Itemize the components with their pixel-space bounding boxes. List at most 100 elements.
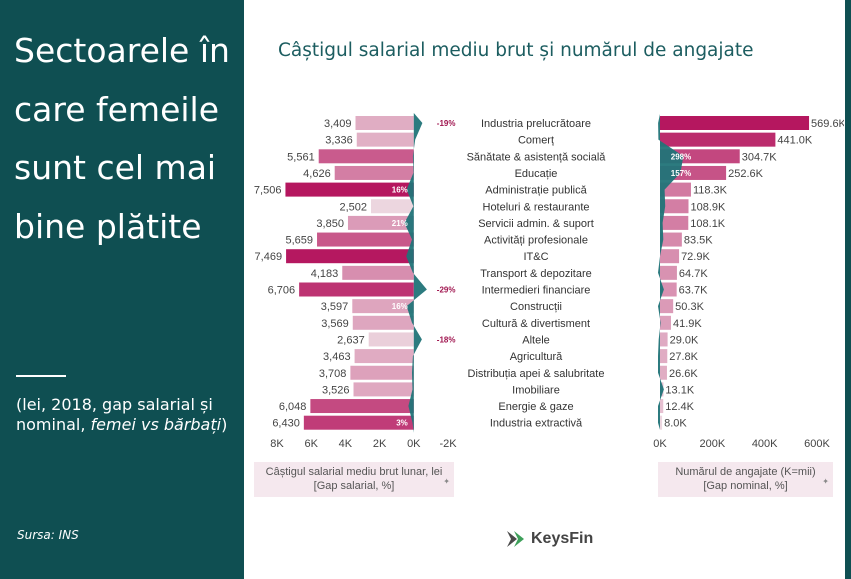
employees-axis-tick: 200K — [699, 438, 725, 450]
salary-value-label: 4,183 — [311, 268, 339, 280]
employees-value-label: 441.0K — [777, 135, 813, 147]
salary-value-label: 6,706 — [268, 285, 296, 297]
chart: 3,409 3,336 5,561 4,626 7,506 2,502 3,8505,659… — [254, 113, 844, 450]
salary-bar — [310, 399, 414, 414]
employees-bar — [660, 132, 776, 147]
salary-axis-tick: 4K — [339, 438, 353, 450]
employees-bar — [660, 365, 667, 380]
category-label: Cultură & divertisment — [482, 318, 590, 330]
employees-bar — [660, 249, 680, 264]
salary-value-label: 6,048 — [279, 401, 307, 413]
employees-gap-label: 298% — [671, 152, 691, 161]
salary-gap-label: 21% — [392, 219, 408, 228]
salary-bar — [318, 149, 414, 164]
employees-bar — [660, 265, 677, 280]
employees-value-label: 26.6K — [669, 368, 698, 380]
employees-bar — [660, 232, 682, 247]
legend-salary-line2: [Gap salarial, %] — [313, 480, 395, 492]
employees-value-label: 72.9K — [681, 251, 710, 263]
employees-value-label: 252.6K — [728, 168, 764, 180]
salary-value-label: 6,430 — [272, 418, 300, 430]
salary-bar — [285, 182, 414, 197]
category-label: Comerț — [518, 135, 554, 147]
salary-value-label: 4,626 — [303, 168, 331, 180]
legend-employees-line2: [Gap nominal, %] — [703, 480, 788, 492]
salary-bar — [354, 349, 414, 364]
salary-bar — [299, 282, 414, 297]
salary-bar — [350, 365, 414, 380]
salary-value-label: 5,659 — [285, 235, 313, 247]
category-label: Distribuția apei & salubritate — [468, 368, 605, 380]
employees-bar — [660, 282, 677, 297]
salary-bar — [371, 199, 414, 214]
category-label: Servicii admin. & suport — [478, 218, 594, 230]
salary-value-label: 3,850 — [316, 218, 344, 230]
employees-value-label: 27.8K — [669, 351, 698, 363]
subtitle-prefix: (lei, 2018, gap salarial și nominal, — [16, 395, 213, 434]
salary-axis-tick: 8K — [270, 438, 284, 450]
employees-bar — [660, 315, 671, 330]
salary-bar — [334, 165, 414, 180]
legend-employees: Numărul de angajate (K=mii) [Gap nominal… — [658, 462, 833, 497]
category-label: IT&C — [523, 251, 548, 263]
salary-gap-label: -29% — [437, 286, 456, 295]
salary-bar — [352, 315, 414, 330]
logo-text: KeysFin — [531, 530, 594, 547]
category-label: Construcții — [510, 301, 562, 313]
category-labels: Industria prelucrătoare Comerț Sănătate & … — [467, 118, 607, 430]
salary-axis-tick: 2K — [373, 438, 387, 450]
employees-bar — [660, 332, 668, 347]
category-label: Agricultură — [510, 351, 563, 363]
divider — [16, 375, 66, 377]
source-note: Sursa: INS — [17, 528, 79, 542]
employees-value-label: 41.9K — [673, 318, 702, 330]
employees-bar — [660, 116, 810, 130]
legend-salary: Câștigul salarial mediu brut lunar, lei … — [254, 462, 454, 497]
salary-axis-tick: 6K — [304, 438, 318, 450]
salary-value-label: 3,569 — [321, 318, 349, 330]
salary-gap-area — [404, 113, 427, 433]
salary-axis-tick: 0K — [407, 438, 421, 450]
employees-gap-label: 157% — [671, 169, 691, 178]
salary-value-label: 2,637 — [337, 334, 365, 346]
logo-icon — [507, 531, 524, 547]
subtitle-suffix: ) — [221, 415, 228, 434]
salary-bar — [356, 132, 414, 147]
employees-value-label: 13.1K — [665, 384, 694, 396]
salary-chart: 3,409 3,336 5,561 4,626 7,506 2,502 3,8505,659… — [254, 113, 457, 450]
employees-value-label: 118.3K — [693, 185, 728, 197]
category-label: Energie & gaze — [498, 401, 573, 413]
category-label: Imobiliare — [512, 384, 560, 396]
salary-value-label: 3,463 — [323, 351, 351, 363]
employees-value-label: 108.1K — [690, 218, 726, 230]
employees-bar — [660, 199, 689, 214]
employees-gap-area — [658, 114, 684, 430]
salary-value-label: 3,526 — [322, 384, 350, 396]
legend-employees-line1: Numărul de angajate (K=mii) — [675, 466, 816, 478]
category-label: Activități profesionale — [484, 235, 588, 247]
salary-gap-label: 16% — [392, 302, 408, 311]
employees-bar — [660, 399, 664, 414]
category-label: Educație — [515, 168, 558, 180]
salary-gap-label: 16% — [392, 186, 408, 195]
salary-bar — [286, 249, 414, 264]
salary-value-label: 3,597 — [321, 301, 349, 313]
category-label: Hoteluri & restaurante — [483, 201, 590, 213]
employees-axis-tick: 0K — [653, 438, 667, 450]
employees-value-label: 12.4K — [665, 401, 694, 413]
salary-value-label: 3,336 — [325, 135, 353, 147]
salary-bar — [342, 265, 414, 280]
pin-icon: ✦ — [443, 477, 450, 486]
category-label: Transport & depozitare — [480, 268, 591, 280]
salary-value-label: 7,506 — [254, 185, 282, 197]
category-label: Industria prelucrătoare — [481, 118, 591, 130]
salary-gap-label: -18% — [437, 335, 456, 344]
salary-value-label: 2,502 — [339, 201, 367, 213]
salary-gap-label: -19% — [437, 119, 456, 128]
salary-value-label: 3,409 — [324, 118, 352, 130]
employees-value-label: 29.0K — [670, 334, 699, 346]
employees-axis-tick: 600K — [804, 438, 830, 450]
employees-value-label: 63.7K — [679, 285, 708, 297]
salary-value-label: 3,708 — [319, 368, 347, 380]
